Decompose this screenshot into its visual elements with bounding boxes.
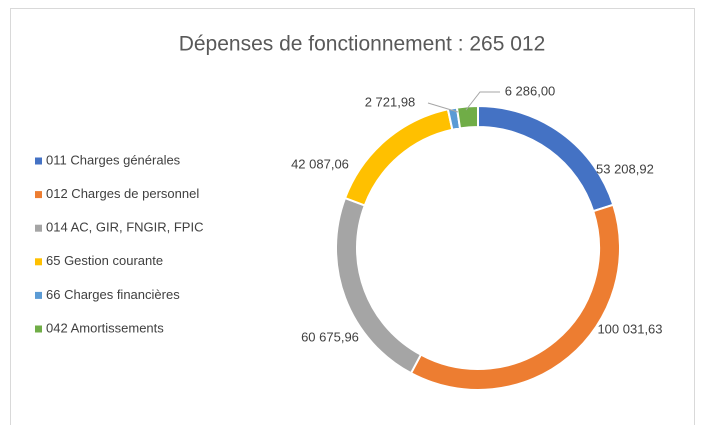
data-label: 42 087,06 xyxy=(291,156,349,171)
legend-label: 042 Amortissements xyxy=(46,320,164,335)
legend-swatch xyxy=(35,224,42,232)
data-label: 53 208,92 xyxy=(596,161,654,176)
legend-swatch xyxy=(35,325,42,333)
legend-swatch xyxy=(35,258,42,266)
legend-swatch xyxy=(35,157,42,165)
legend-swatch xyxy=(35,191,42,199)
legend-label: 012 Charges de personnel xyxy=(46,186,199,201)
data-label: 6 286,00 xyxy=(505,83,556,98)
data-label: 100 031,63 xyxy=(597,321,662,336)
legend-label: 66 Charges financières xyxy=(46,287,180,302)
data-label: 60 675,96 xyxy=(301,329,359,344)
donut-slice xyxy=(455,104,479,130)
legend-label: 014 AC, GIR, FNGIR, FPIC xyxy=(46,220,203,235)
legend-swatch xyxy=(35,291,42,299)
leader-line xyxy=(465,91,500,111)
data-label: 2 721,98 xyxy=(365,94,416,109)
leader-line xyxy=(427,102,459,113)
legend-label: 011 Charges générales xyxy=(46,152,181,167)
legend-label: 65 Gestion courante xyxy=(46,253,163,268)
chart-title: Dépenses de fonctionnement : 265 012 xyxy=(179,33,546,56)
